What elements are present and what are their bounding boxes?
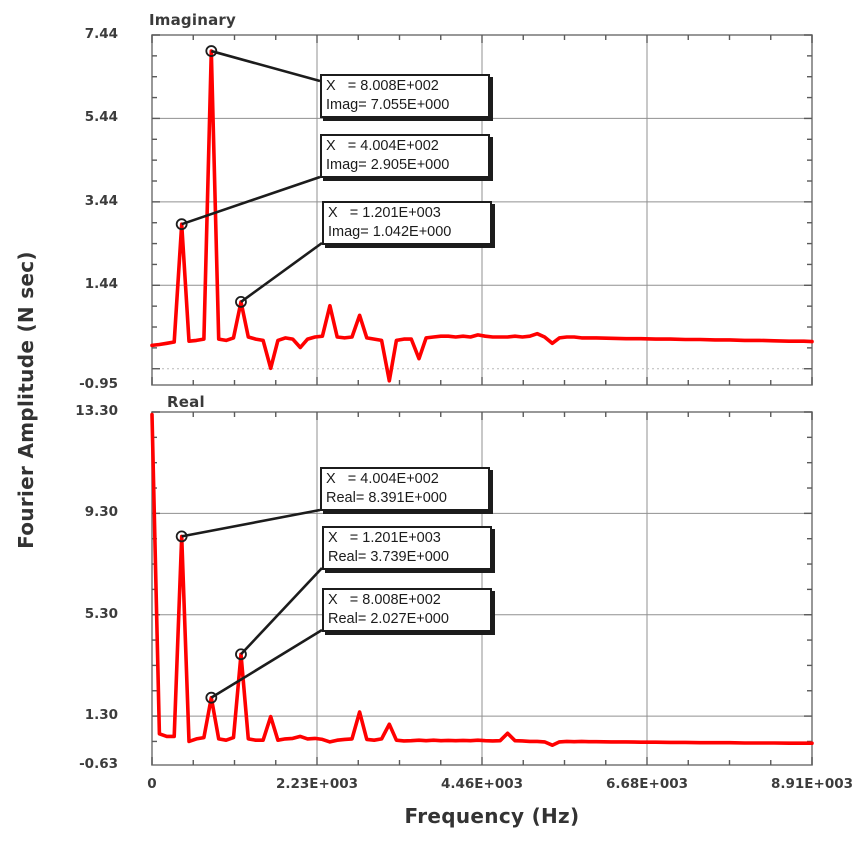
y-tick-label: -0.95 (79, 376, 118, 392)
datatip-x-value: X = 8.008E+002 (328, 592, 441, 608)
datatip-x-value: X = 4.004E+002 (326, 471, 439, 487)
datatip-imag-value: Imag= 1.042E+000 (328, 224, 452, 240)
x-tick-label: 4.46E+003 (440, 776, 524, 792)
datatip-box[interactable]: X = 8.008E+002 Real= 2.027E+000 (322, 588, 492, 632)
x-tick-label: 0 (147, 776, 157, 792)
datatip-box[interactable]: X = 1.201E+003 Imag= 1.042E+000 (322, 201, 492, 245)
y-tick-label: 9.30 (84, 504, 118, 521)
chart-title-imaginary: Imaginary (149, 11, 236, 29)
datatip-real-value: Real= 2.027E+000 (328, 611, 449, 627)
y-tick-label: 5.30 (84, 605, 118, 622)
datatip-x-value: X = 1.201E+003 (328, 530, 441, 546)
datatip-x-value: X = 4.004E+002 (326, 138, 439, 154)
datatip-real-value: Real= 8.391E+000 (326, 490, 447, 506)
y-tick-label: 7.44 (84, 26, 118, 42)
datatip-real-value: Real= 3.739E+000 (328, 549, 449, 565)
x-tick-label: 8.91E+003 (770, 776, 854, 792)
y-tick-label: -0.63 (79, 756, 118, 772)
y-tick-label: 3.44 (84, 192, 118, 209)
y-axis-label: Fourier Amplitude (N sec) (14, 251, 38, 549)
x-axis-label: Frequency (Hz) (404, 804, 580, 828)
y-tick-label: 13.30 (75, 403, 118, 419)
datatip-box[interactable]: X = 4.004E+002 Real= 8.391E+000 (320, 467, 490, 511)
datatip-x-value: X = 1.201E+003 (328, 205, 441, 221)
x-tick-label: 2.23E+003 (275, 776, 359, 792)
y-tick-label: 5.44 (84, 109, 118, 126)
datatip-x-value: X = 8.008E+002 (326, 78, 439, 94)
x-tick-label: 6.68E+003 (605, 776, 689, 792)
datatip-box[interactable]: X = 8.008E+002 Imag= 7.055E+000 (320, 74, 490, 118)
datatip-box[interactable]: X = 4.004E+002 Imag= 2.905E+000 (320, 134, 490, 178)
datatip-imag-value: Imag= 2.905E+000 (326, 157, 450, 173)
datatip-box[interactable]: X = 1.201E+003 Real= 3.739E+000 (322, 526, 492, 570)
chart-title-real: Real (167, 393, 205, 411)
datatip-imag-value: Imag= 7.055E+000 (326, 97, 450, 113)
y-tick-label: 1.30 (84, 707, 118, 724)
y-tick-label: 1.44 (84, 276, 118, 293)
